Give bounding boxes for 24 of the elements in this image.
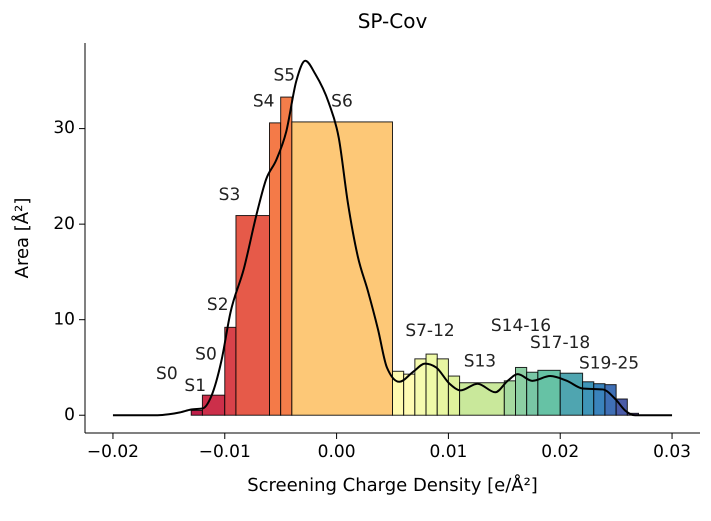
annotation: S4: [252, 91, 275, 112]
x-axis-title: Screening Charge Density [e/Å²]: [247, 474, 538, 496]
chart-title: SP-Cov: [358, 9, 428, 33]
annotation: S1: [184, 376, 206, 396]
annotation: S6: [331, 91, 353, 112]
x-tick-label: −0.02: [86, 442, 140, 462]
x-tick-label: 0.02: [541, 442, 580, 462]
annotation: S3: [218, 185, 240, 206]
annotation: S2: [206, 294, 229, 316]
annotation: S0: [195, 344, 217, 365]
x-tick-label: 0.03: [653, 442, 691, 462]
annotation: S7-12: [405, 320, 455, 341]
annotation: S13: [464, 351, 496, 372]
annotation: S0: [156, 364, 178, 384]
annotation: S19-25: [578, 353, 640, 374]
y-axis-title: Area [Å²]: [11, 198, 33, 278]
y-tick-label: 0: [64, 404, 75, 425]
y-tick-label: 30: [53, 118, 75, 138]
x-tick-label: −0.01: [198, 442, 251, 462]
annotation: S5: [273, 66, 296, 86]
y-tick-label: 20: [53, 214, 75, 234]
x-tick-label: 0.01: [429, 442, 468, 462]
y-tick-label: 10: [53, 309, 75, 330]
x-tick-label: 0.00: [318, 442, 356, 462]
